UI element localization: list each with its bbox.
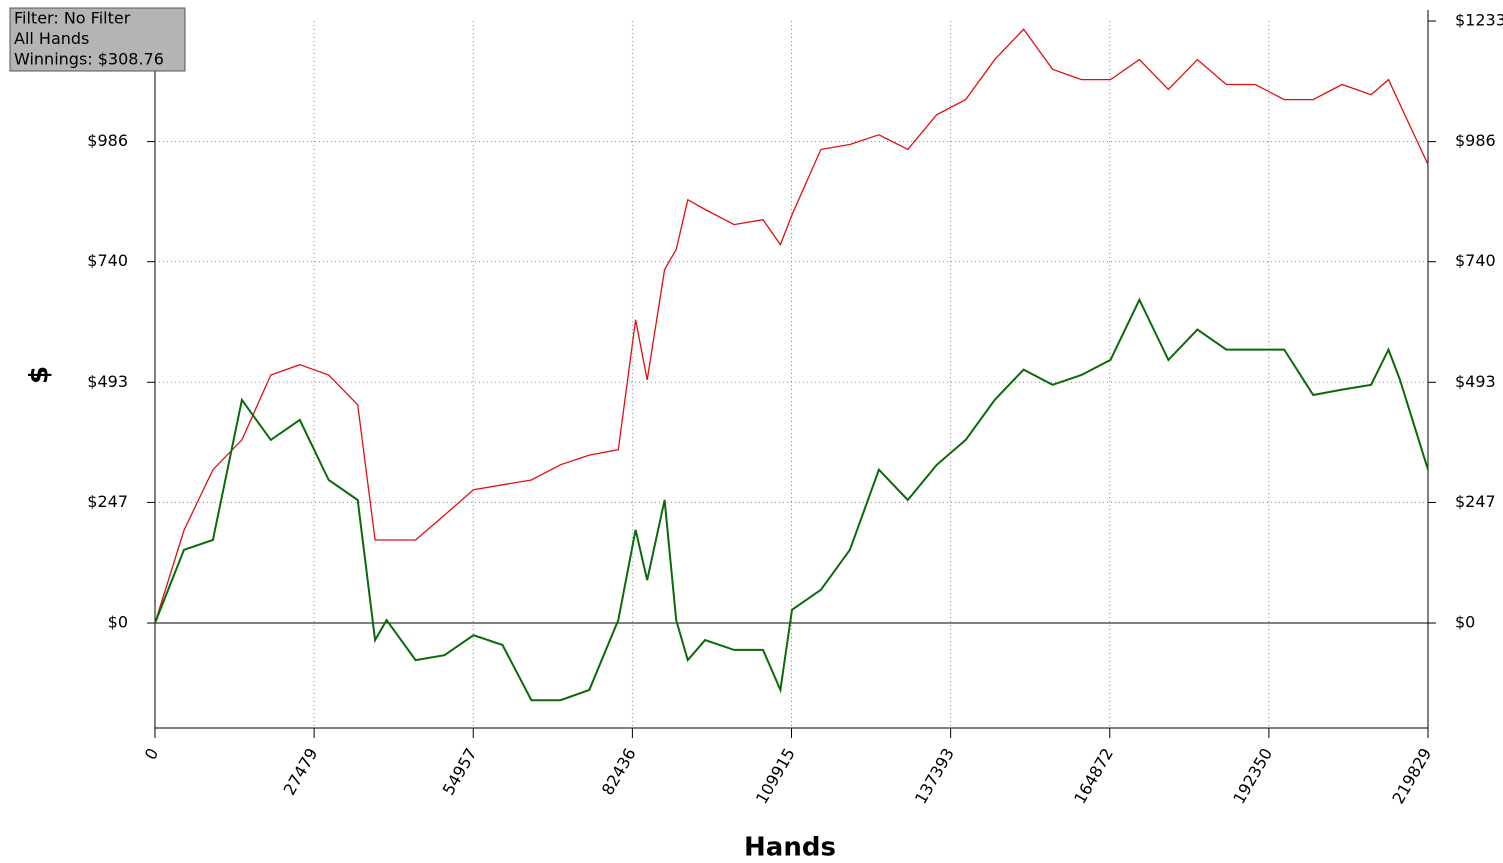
x-tick-label: 54957 bbox=[439, 745, 481, 799]
info-text: All Hands bbox=[14, 29, 89, 48]
y-tick-label: $986 bbox=[87, 131, 128, 150]
info-box bbox=[9, 7, 186, 72]
x-tick-label: 164872 bbox=[1070, 745, 1117, 807]
y2-tick-label: $1233 bbox=[1455, 11, 1503, 30]
x-tick-label: 27479 bbox=[280, 745, 322, 799]
y-tick-label: $740 bbox=[87, 251, 128, 270]
y-tick-label: $493 bbox=[87, 372, 128, 391]
info-text: Filter: No Filter bbox=[14, 9, 131, 28]
y2-tick-label: $740 bbox=[1455, 251, 1496, 270]
x-tick-label: 82436 bbox=[598, 745, 640, 799]
y-tick-label: $0 bbox=[108, 613, 128, 632]
x-axis-label: Hands bbox=[744, 833, 836, 863]
y2-tick-label: $0 bbox=[1455, 613, 1475, 632]
info-text: Winnings: $308.76 bbox=[14, 50, 164, 69]
y-tick-label: $247 bbox=[87, 492, 128, 511]
y2-tick-label: $247 bbox=[1455, 492, 1496, 511]
x-tick-label: 137393 bbox=[911, 745, 958, 807]
y2-tick-label: $493 bbox=[1455, 372, 1496, 391]
x-tick-label: 219829 bbox=[1388, 745, 1435, 807]
x-tick-label: 192350 bbox=[1229, 745, 1276, 807]
series-line bbox=[154, 28, 1429, 624]
y-axis-label: $ bbox=[25, 366, 55, 384]
y2-tick-label: $986 bbox=[1455, 131, 1496, 150]
series-line bbox=[154, 297, 1429, 702]
x-tick-label: 109915 bbox=[752, 745, 799, 807]
x-tick-label: 0 bbox=[141, 745, 163, 763]
